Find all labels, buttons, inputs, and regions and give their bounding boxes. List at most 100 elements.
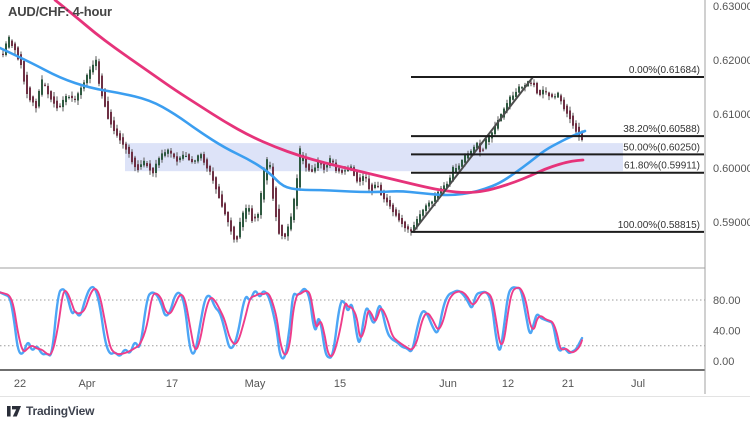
candle-body	[443, 185, 445, 190]
candle-body	[248, 208, 250, 212]
tradingview-wordmark: TradingView	[26, 404, 95, 418]
candle-body	[173, 153, 175, 158]
candle-body	[23, 61, 25, 82]
candle-body	[239, 221, 241, 238]
price-axis-label: 0.61000	[713, 109, 750, 121]
candle-body	[137, 164, 139, 171]
candle-body	[254, 216, 256, 219]
candle-body	[401, 218, 403, 224]
candle-body	[203, 154, 205, 163]
candle-body	[59, 105, 61, 107]
candle-body	[176, 156, 178, 162]
candle-body	[158, 158, 160, 166]
candle-body	[374, 184, 376, 188]
candle-body	[140, 164, 142, 167]
candle-body	[71, 95, 73, 99]
candle-body	[572, 115, 574, 126]
candle-body	[398, 213, 400, 221]
candle-body	[155, 163, 157, 173]
candle-body	[44, 84, 46, 86]
candle-body	[200, 154, 202, 159]
candle-body	[473, 146, 475, 154]
candle-body	[392, 204, 394, 213]
candle-body	[236, 236, 238, 240]
candle-body	[521, 87, 523, 89]
candle-body	[512, 95, 514, 100]
candle-body	[488, 134, 490, 142]
candle-body	[119, 133, 121, 141]
candle-body	[560, 95, 562, 102]
time-axis-label: May	[245, 378, 266, 390]
candle-body	[146, 163, 148, 167]
candle-body	[344, 170, 346, 172]
candle-body	[47, 85, 49, 95]
candle-body	[35, 101, 37, 109]
candle-body	[269, 165, 271, 168]
candle-body	[68, 96, 70, 99]
candle-body	[386, 197, 388, 203]
candle-body	[323, 163, 325, 170]
candle-body	[104, 89, 106, 107]
time-axis-label: 17	[166, 378, 178, 390]
candle-body	[182, 154, 184, 159]
candle-body	[353, 167, 355, 176]
candle-body	[533, 82, 535, 86]
candle-body	[530, 82, 532, 84]
candle-body	[509, 96, 511, 107]
candle-body	[284, 233, 286, 237]
candle-body	[251, 208, 253, 222]
candle-body	[215, 177, 217, 190]
price-axis-label: 0.59000	[713, 217, 750, 229]
candle-body	[20, 54, 22, 65]
candle-body	[275, 187, 277, 218]
candle-body	[74, 98, 76, 100]
candle-body	[305, 157, 307, 168]
candle-body	[359, 177, 361, 182]
candle-body	[8, 36, 10, 48]
candle-body	[56, 100, 58, 109]
candle-body	[482, 149, 484, 151]
candle-body	[149, 163, 151, 171]
candle-body	[53, 96, 55, 104]
candle-body	[179, 157, 181, 161]
candle-body	[191, 159, 193, 162]
time-axis-label: 21	[562, 378, 574, 390]
ma-pink-line	[53, 0, 585, 194]
candle-body	[446, 183, 448, 188]
time-axis-label: Jul	[631, 378, 645, 390]
candle-body	[431, 201, 433, 204]
candle-body	[383, 190, 385, 200]
candle-body	[38, 91, 40, 107]
candle-body	[485, 138, 487, 149]
candle-body	[266, 159, 268, 181]
candle-body	[242, 212, 244, 228]
candle-body	[545, 91, 547, 93]
candle-body	[218, 186, 220, 199]
candle-body	[257, 214, 259, 218]
candle-body	[17, 47, 19, 60]
candle-body	[569, 110, 571, 120]
candle-body	[554, 96, 556, 98]
candle-body	[419, 214, 421, 223]
candle-body	[77, 93, 79, 101]
chart-title: AUD/CHF: 4-hour	[8, 4, 112, 19]
candle-body	[404, 221, 406, 229]
candle-body	[422, 209, 424, 216]
candle-body	[233, 226, 235, 240]
candle-body	[458, 165, 460, 170]
candle-body	[86, 74, 88, 84]
candle-body	[167, 149, 169, 154]
candle-body	[131, 151, 133, 163]
candle-body	[293, 198, 295, 220]
candle-body	[389, 200, 391, 207]
candle-body	[368, 178, 370, 190]
candle-body	[26, 74, 28, 94]
candle-body	[365, 176, 367, 179]
candle-body	[161, 153, 163, 160]
candle-body	[89, 69, 91, 79]
candle-body	[62, 99, 64, 108]
candle-body	[362, 176, 364, 181]
candle-body	[329, 158, 331, 166]
